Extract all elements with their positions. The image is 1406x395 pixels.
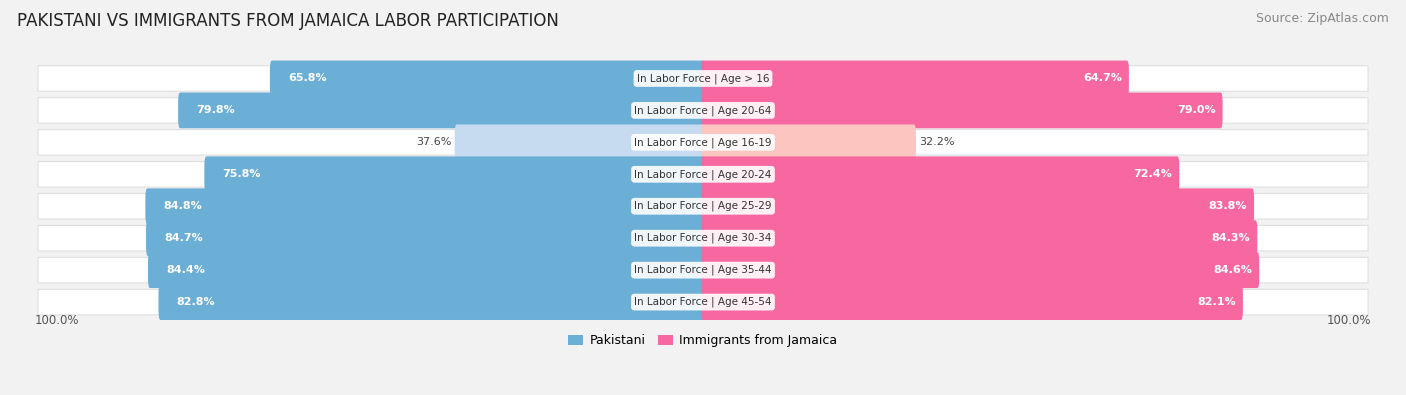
- Text: 65.8%: 65.8%: [288, 73, 326, 83]
- FancyBboxPatch shape: [146, 220, 704, 256]
- Text: 84.4%: 84.4%: [166, 265, 205, 275]
- Text: Source: ZipAtlas.com: Source: ZipAtlas.com: [1256, 12, 1389, 25]
- Text: 79.0%: 79.0%: [1177, 105, 1215, 115]
- FancyBboxPatch shape: [38, 226, 1368, 251]
- Text: 82.1%: 82.1%: [1197, 297, 1236, 307]
- FancyBboxPatch shape: [270, 60, 704, 96]
- Text: In Labor Force | Age 20-64: In Labor Force | Age 20-64: [634, 105, 772, 116]
- Text: In Labor Force | Age > 16: In Labor Force | Age > 16: [637, 73, 769, 84]
- Text: 64.7%: 64.7%: [1083, 73, 1122, 83]
- FancyBboxPatch shape: [702, 220, 1257, 256]
- FancyBboxPatch shape: [38, 130, 1368, 155]
- Text: PAKISTANI VS IMMIGRANTS FROM JAMAICA LABOR PARTICIPATION: PAKISTANI VS IMMIGRANTS FROM JAMAICA LAB…: [17, 12, 558, 30]
- Text: 32.2%: 32.2%: [920, 137, 955, 147]
- FancyBboxPatch shape: [702, 188, 1254, 224]
- Text: 83.8%: 83.8%: [1208, 201, 1247, 211]
- Text: 72.4%: 72.4%: [1133, 169, 1173, 179]
- FancyBboxPatch shape: [179, 92, 704, 128]
- FancyBboxPatch shape: [702, 284, 1243, 320]
- FancyBboxPatch shape: [38, 98, 1368, 123]
- FancyBboxPatch shape: [454, 124, 704, 160]
- FancyBboxPatch shape: [148, 252, 704, 288]
- Text: 100.0%: 100.0%: [1327, 314, 1371, 327]
- FancyBboxPatch shape: [38, 289, 1368, 315]
- Text: In Labor Force | Age 20-24: In Labor Force | Age 20-24: [634, 169, 772, 180]
- Text: 84.3%: 84.3%: [1212, 233, 1250, 243]
- Text: In Labor Force | Age 30-34: In Labor Force | Age 30-34: [634, 233, 772, 243]
- FancyBboxPatch shape: [38, 66, 1368, 91]
- FancyBboxPatch shape: [38, 258, 1368, 283]
- Text: 75.8%: 75.8%: [222, 169, 262, 179]
- FancyBboxPatch shape: [702, 124, 915, 160]
- Text: 100.0%: 100.0%: [35, 314, 79, 327]
- Text: 84.6%: 84.6%: [1213, 265, 1253, 275]
- Text: In Labor Force | Age 45-54: In Labor Force | Age 45-54: [634, 297, 772, 307]
- FancyBboxPatch shape: [702, 92, 1223, 128]
- FancyBboxPatch shape: [145, 188, 704, 224]
- Text: 84.7%: 84.7%: [165, 233, 202, 243]
- FancyBboxPatch shape: [38, 194, 1368, 219]
- Text: 84.8%: 84.8%: [163, 201, 202, 211]
- FancyBboxPatch shape: [204, 156, 704, 192]
- Legend: Pakistani, Immigrants from Jamaica: Pakistani, Immigrants from Jamaica: [564, 329, 842, 352]
- Text: 79.8%: 79.8%: [197, 105, 235, 115]
- FancyBboxPatch shape: [159, 284, 704, 320]
- Text: 37.6%: 37.6%: [416, 137, 451, 147]
- Text: In Labor Force | Age 25-29: In Labor Force | Age 25-29: [634, 201, 772, 211]
- Text: In Labor Force | Age 16-19: In Labor Force | Age 16-19: [634, 137, 772, 148]
- FancyBboxPatch shape: [702, 252, 1260, 288]
- Text: 82.8%: 82.8%: [177, 297, 215, 307]
- FancyBboxPatch shape: [38, 162, 1368, 187]
- Text: In Labor Force | Age 35-44: In Labor Force | Age 35-44: [634, 265, 772, 275]
- FancyBboxPatch shape: [702, 156, 1180, 192]
- FancyBboxPatch shape: [702, 60, 1129, 96]
